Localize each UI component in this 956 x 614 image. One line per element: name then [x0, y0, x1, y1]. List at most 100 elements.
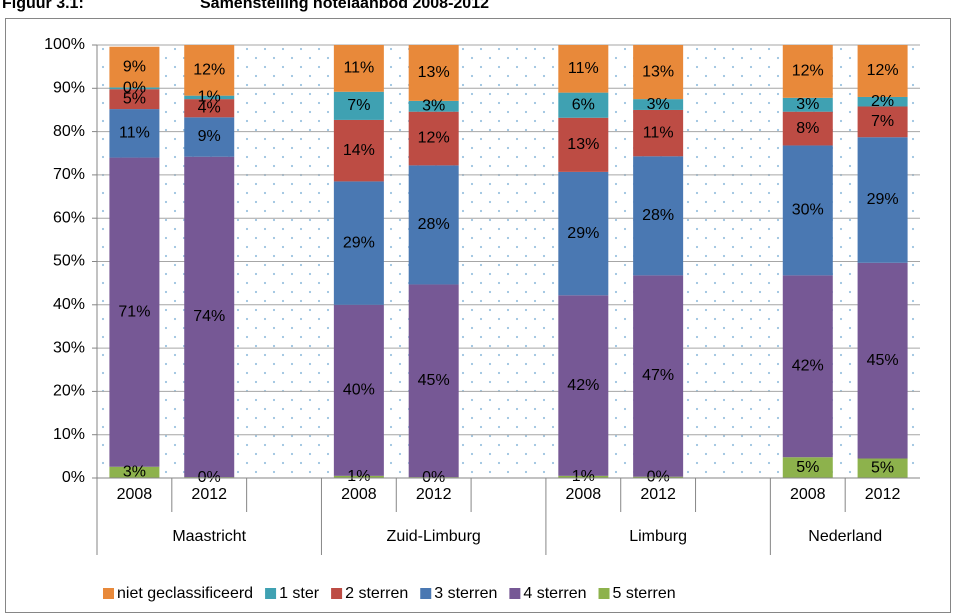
legend-swatch: [103, 588, 114, 599]
y-tick-label: 80%: [53, 123, 85, 140]
bar-segment: [782, 111, 833, 146]
bar-segment: [857, 106, 908, 138]
legend-label: 1 ster: [279, 585, 320, 602]
bar-segment: [109, 46, 160, 88]
bar-segment: [184, 99, 235, 118]
data-label: 11%: [643, 124, 674, 141]
y-tick-label: 90%: [53, 80, 85, 97]
data-label: 29%: [343, 234, 375, 251]
bar-segment: [333, 475, 384, 478]
bar-segment: [558, 295, 609, 476]
bar-segment: [333, 119, 384, 182]
data-label: 71%: [118, 303, 150, 320]
x-tick-label: 2008: [566, 486, 602, 503]
y-tick-label: 30%: [53, 339, 85, 356]
legend-swatch: [331, 588, 343, 599]
x-tick-label: 2012: [640, 486, 676, 503]
data-label: 8%: [796, 120, 819, 137]
x-tick-label: 2012: [865, 486, 901, 503]
legend-label: 4 sterren: [523, 585, 586, 602]
data-label: 47%: [642, 367, 674, 384]
bar-segment: [333, 181, 384, 305]
data-label: 0%: [647, 469, 670, 486]
bar-segment: [857, 45, 908, 97]
data-label: 13%: [418, 64, 450, 81]
bar-segment: [633, 156, 684, 276]
bar-segment: [857, 262, 908, 459]
figure-label: Figuur 3.1:: [2, 0, 84, 12]
bar-segment: [558, 117, 609, 172]
bar-segment: [333, 304, 384, 476]
data-label: 3%: [647, 96, 670, 113]
bar-segment: [109, 87, 160, 90]
bar-segment: [109, 89, 160, 110]
data-label: 29%: [867, 191, 899, 208]
data-label: 11%: [119, 125, 150, 142]
data-label: 3%: [422, 97, 445, 114]
data-label: 12%: [193, 62, 225, 79]
data-label: 7%: [347, 97, 370, 114]
chart-title: Samenstelling hotelaanbod 2008-2012: [200, 0, 489, 12]
bar-segment: [184, 117, 235, 157]
y-tick-label: 40%: [53, 296, 85, 313]
group-label: Limburg: [629, 528, 687, 545]
group-label: Nederland: [808, 528, 882, 545]
data-label: 1%: [347, 468, 370, 485]
data-label: 9%: [198, 128, 221, 145]
data-label: 4%: [198, 99, 221, 116]
group-label: Zuid-Limburg: [387, 528, 481, 545]
data-label: 3%: [123, 464, 146, 481]
bar-segment: [184, 95, 235, 100]
bar-segment: [408, 100, 459, 112]
bar-segment: [109, 466, 160, 478]
data-label: 0%: [422, 469, 445, 486]
bar-segment: [782, 457, 833, 478]
bar-segment: [184, 156, 235, 478]
x-tick-label: 2008: [341, 486, 377, 503]
bar-segment: [408, 284, 459, 478]
data-label: 28%: [642, 207, 674, 224]
bar-segment: [109, 109, 160, 158]
legend-swatch: [598, 588, 610, 599]
bar-segment: [184, 45, 235, 96]
legend-label: niet geclassificeerd: [117, 585, 253, 602]
data-label: 6%: [572, 96, 595, 113]
data-label: 7%: [871, 113, 894, 130]
y-tick-label: 70%: [53, 166, 85, 183]
bar-segment: [633, 109, 684, 157]
bar-segment: [333, 45, 384, 92]
data-label: 42%: [567, 377, 599, 394]
data-label: 5%: [871, 459, 894, 476]
bar-segment: [408, 165, 459, 285]
bar-segment: [558, 475, 609, 478]
data-label: 28%: [418, 216, 450, 233]
bar-segment: [633, 45, 684, 100]
data-label: 13%: [567, 136, 599, 153]
legend-label: 3 sterren: [434, 585, 497, 602]
bar-segment: [857, 458, 908, 478]
bar-segment: [558, 171, 609, 296]
data-label: 9%: [123, 58, 146, 75]
bar-segment: [857, 137, 908, 263]
legend-swatch: [509, 588, 521, 599]
data-label: 12%: [418, 130, 450, 147]
group-label: Maastricht: [172, 528, 246, 545]
y-tick-label: 10%: [53, 426, 85, 443]
x-tick-label: 2008: [117, 486, 153, 503]
data-label: 29%: [567, 225, 599, 242]
bar-segment: [333, 91, 384, 120]
data-label: 0%: [123, 80, 146, 97]
bar-segment: [782, 97, 833, 112]
bar-segment: [633, 275, 684, 477]
data-label: 5%: [796, 459, 819, 476]
data-label: 12%: [792, 63, 824, 80]
data-label: 1%: [198, 89, 221, 106]
data-label: 0%: [198, 469, 221, 486]
legend-swatch: [265, 588, 277, 599]
x-tick-label: 2012: [191, 486, 227, 503]
data-label: 74%: [193, 308, 225, 325]
bar-segment: [558, 45, 609, 93]
y-tick-label: 100%: [44, 36, 85, 53]
data-label: 13%: [642, 63, 674, 80]
bar-segment: [633, 476, 684, 478]
